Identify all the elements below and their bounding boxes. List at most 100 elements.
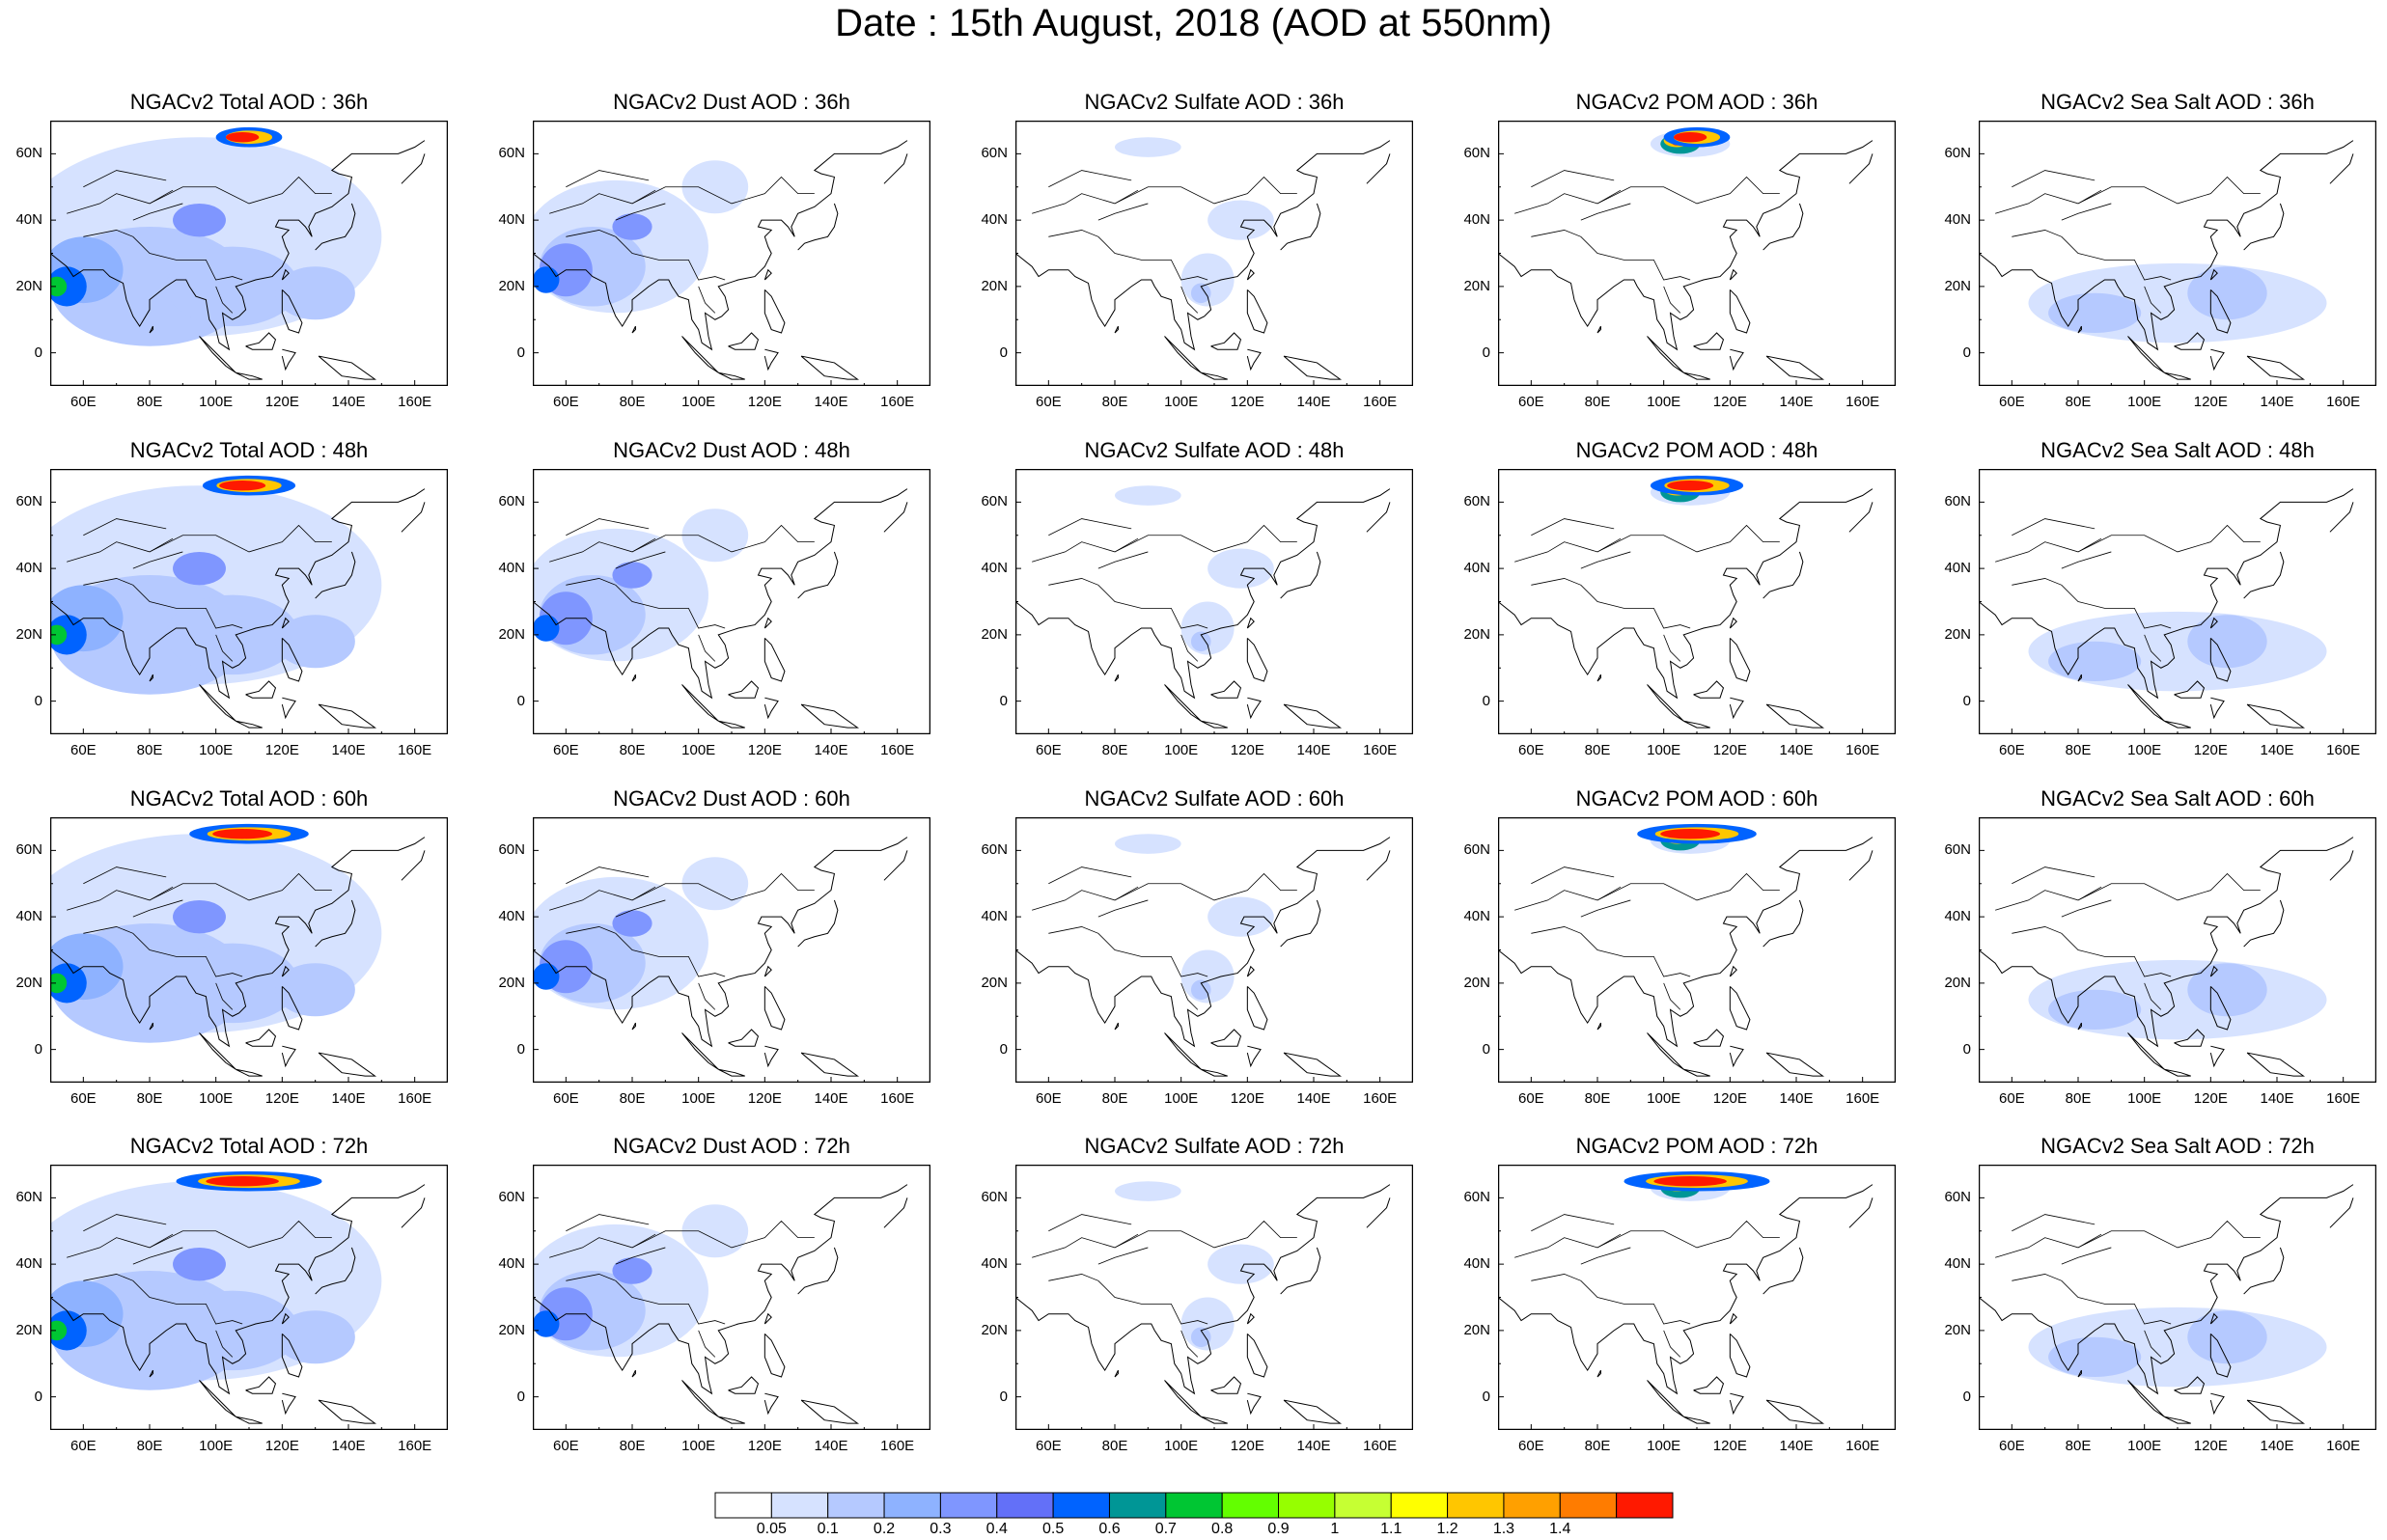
aod-patch bbox=[212, 829, 273, 839]
colorbar-label: 1.3 bbox=[1492, 1521, 1515, 1537]
x-tick-label: 160E bbox=[880, 742, 915, 758]
map-background bbox=[1015, 1165, 1413, 1430]
panel-title: NGACv2 Sea Salt AOD : 48h bbox=[2040, 438, 2315, 462]
coastline bbox=[1596, 674, 1601, 682]
x-tick-label: 100E bbox=[681, 394, 716, 410]
coastline bbox=[1596, 325, 1601, 334]
colorbar-label: 0.5 bbox=[1041, 1521, 1065, 1537]
country-border bbox=[1097, 551, 1149, 569]
aod-patch bbox=[1190, 979, 1211, 1001]
y-tick-label: 60N bbox=[981, 493, 1008, 510]
map-panel-dust-36h bbox=[533, 121, 930, 386]
x-tick-label: 160E bbox=[880, 1438, 915, 1454]
x-tick-label: 80E bbox=[136, 742, 163, 758]
coastline bbox=[797, 203, 839, 251]
coastline bbox=[245, 680, 277, 699]
coastline bbox=[1366, 153, 1391, 184]
aod-patch bbox=[681, 1204, 749, 1258]
country-border bbox=[1580, 551, 1631, 569]
aod-patch bbox=[681, 509, 749, 563]
aod-patch bbox=[2048, 989, 2142, 1030]
colorbar-swatch bbox=[883, 1492, 941, 1519]
map-background bbox=[1015, 469, 1413, 734]
coastline bbox=[2174, 680, 2206, 699]
y-tick-label: 60N bbox=[498, 145, 525, 162]
colorbar-swatch bbox=[1221, 1492, 1280, 1519]
country-border bbox=[83, 866, 167, 885]
map-panel-total-60h bbox=[50, 817, 448, 1083]
country-border bbox=[2012, 170, 2096, 188]
x-tick-label: 160E bbox=[1846, 742, 1880, 758]
coastline bbox=[2246, 355, 2306, 380]
country-border bbox=[1048, 170, 1132, 188]
x-tick-label: 160E bbox=[1363, 1438, 1398, 1454]
y-tick-label: 60N bbox=[981, 841, 1008, 859]
coastline bbox=[281, 348, 296, 371]
coastline bbox=[50, 140, 426, 351]
coastline bbox=[1765, 1052, 1825, 1077]
colorbar-label: 1.1 bbox=[1380, 1521, 1402, 1537]
country-border bbox=[2077, 524, 2261, 553]
y-tick-label: 0 bbox=[34, 1388, 42, 1405]
country-border bbox=[1531, 518, 1615, 536]
coastline bbox=[1210, 680, 1242, 699]
x-tick-label: 140E bbox=[1779, 394, 1814, 410]
coastline bbox=[1210, 1029, 1242, 1047]
x-tick-label: 160E bbox=[2326, 1438, 2361, 1454]
panel-title: NGACv2 Total AOD : 60h bbox=[129, 786, 369, 811]
country-border bbox=[1531, 1274, 1691, 1325]
x-tick-label: 100E bbox=[2127, 1438, 2162, 1454]
coastline bbox=[1498, 488, 1874, 700]
aod-patch bbox=[1190, 1327, 1211, 1348]
coastline bbox=[1246, 1312, 1255, 1325]
country-border bbox=[566, 518, 650, 536]
coastline bbox=[2174, 332, 2206, 350]
coastline bbox=[2246, 1052, 2306, 1077]
country-border bbox=[566, 1274, 726, 1325]
coastline bbox=[1246, 617, 1255, 629]
x-tick-label: 100E bbox=[199, 394, 234, 410]
coastline bbox=[1683, 1416, 1710, 1424]
country-border bbox=[2144, 1330, 2162, 1358]
x-tick-label: 160E bbox=[2326, 1090, 2361, 1107]
coastline bbox=[1280, 203, 1321, 251]
aod-patch bbox=[612, 1257, 652, 1284]
colorbar-swatch bbox=[714, 1492, 772, 1519]
x-tick-label: 80E bbox=[619, 1438, 646, 1454]
y-tick-label: 40N bbox=[15, 908, 42, 925]
panel-title: NGACv2 Sea Salt AOD : 36h bbox=[2040, 90, 2315, 114]
coastline bbox=[1246, 1392, 1262, 1416]
y-tick-label: 20N bbox=[498, 625, 525, 643]
y-tick-label: 60N bbox=[981, 145, 1008, 162]
colorbar-swatch bbox=[1616, 1492, 1674, 1519]
x-tick-label: 60E bbox=[1517, 1090, 1544, 1107]
y-tick-label: 0 bbox=[1482, 1388, 1490, 1405]
map-background bbox=[1979, 817, 2376, 1083]
y-tick-label: 40N bbox=[981, 1255, 1008, 1273]
coastline bbox=[1114, 325, 1119, 334]
aod-patch bbox=[166, 246, 299, 327]
coastline bbox=[1647, 684, 1684, 722]
coastline bbox=[315, 1247, 356, 1295]
y-tick-label: 0 bbox=[999, 692, 1008, 709]
country-border bbox=[2061, 203, 2112, 221]
aod-patch bbox=[50, 1310, 87, 1351]
coastline bbox=[800, 1399, 860, 1424]
coastline bbox=[1246, 1333, 1268, 1378]
y-tick-label: 60N bbox=[498, 841, 525, 859]
coastline bbox=[245, 1376, 277, 1394]
country-border bbox=[1514, 886, 1622, 911]
aod-patch bbox=[225, 132, 260, 143]
country-border bbox=[1596, 1220, 1780, 1249]
y-tick-label: 40N bbox=[15, 1255, 42, 1273]
aod-patch bbox=[166, 943, 299, 1024]
y-tick-label: 20N bbox=[981, 1321, 1008, 1338]
x-tick-label: 120E bbox=[1712, 1438, 1747, 1454]
coastline bbox=[2329, 1197, 2354, 1228]
x-tick-label: 60E bbox=[552, 394, 579, 410]
coastline bbox=[533, 1184, 908, 1395]
x-tick-label: 60E bbox=[1998, 742, 2025, 758]
coastline bbox=[763, 637, 786, 682]
country-border bbox=[2077, 176, 2261, 205]
y-tick-label: 20N bbox=[981, 277, 1008, 294]
